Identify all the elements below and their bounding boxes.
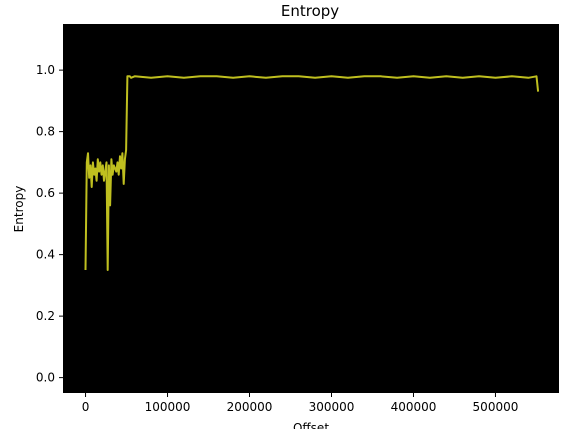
x-tick-label: 0 bbox=[82, 400, 90, 414]
entropy-series-line bbox=[84, 75, 540, 271]
y-tick-label: 0.4 bbox=[36, 248, 55, 262]
chart-title: Entropy bbox=[281, 2, 339, 20]
y-axis-label: Entropy bbox=[12, 186, 26, 233]
x-tick-label: 500000 bbox=[473, 400, 519, 414]
y-tick-label: 1.0 bbox=[36, 63, 55, 77]
x-tick-label: 400000 bbox=[391, 400, 437, 414]
x-axis-label: Offset bbox=[293, 421, 329, 429]
y-tick-label: 0.0 bbox=[36, 371, 55, 385]
y-axis-ticks: 0.0 0.2 0.4 0.6 0.8 1.0 bbox=[36, 63, 63, 385]
x-tick-label: 200000 bbox=[227, 400, 273, 414]
x-tick-label: 300000 bbox=[309, 400, 355, 414]
x-axis-ticks: 0 100000 200000 300000 400000 500000 bbox=[82, 393, 519, 414]
x-tick-label: 100000 bbox=[145, 400, 191, 414]
y-tick-label: 0.8 bbox=[36, 125, 55, 139]
y-tick-label: 0.6 bbox=[36, 186, 55, 200]
plot-area bbox=[63, 24, 559, 393]
y-tick-label: 0.2 bbox=[36, 309, 55, 323]
